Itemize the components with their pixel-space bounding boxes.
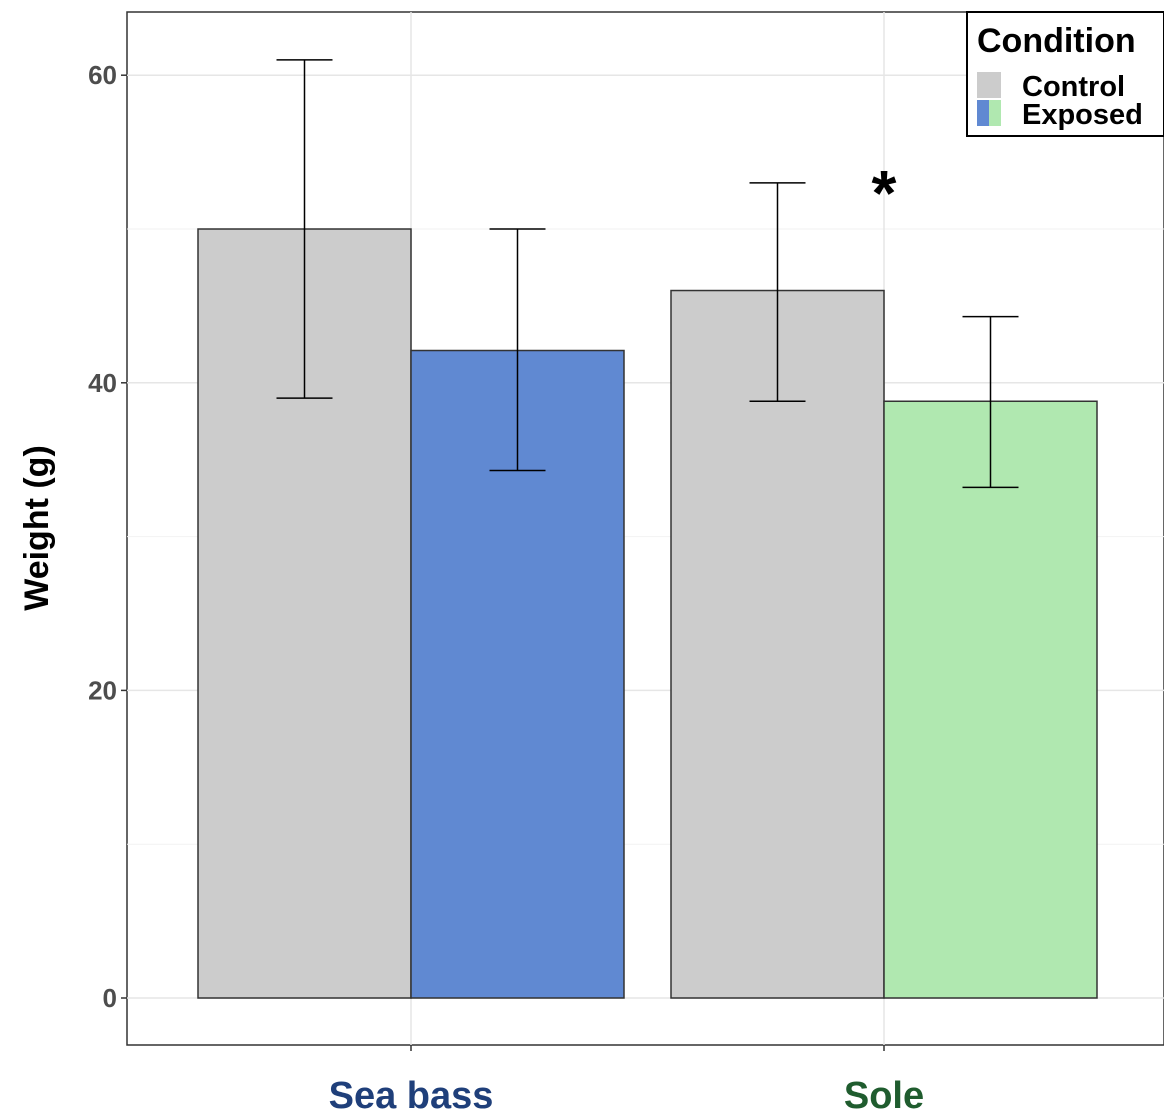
y-tick-label: 60 <box>88 60 117 90</box>
x-tick-label: Sole <box>844 1075 924 1117</box>
bar-sole-control <box>670 289 885 999</box>
legend-label-exposed: Exposed <box>1022 99 1143 131</box>
y-axis-title: Weight (g) <box>18 445 56 611</box>
error-bars-layer <box>276 59 1019 489</box>
y-tick-label: 0 <box>103 983 117 1013</box>
annotations-layer: * <box>872 157 897 229</box>
x-axis: Sea bass Sole <box>329 1045 924 1117</box>
legend-key-exposed-b <box>989 100 1001 126</box>
x-tick-label: Sea bass <box>329 1075 494 1117</box>
bar-sole-exposed <box>883 400 1098 999</box>
legend-key-control-b <box>989 72 1001 98</box>
y-tick-label: 20 <box>88 675 117 705</box>
y-tick-label: 40 <box>88 368 117 398</box>
legend-key-exposed-a <box>977 100 989 126</box>
y-axis: 0 20 40 60 <box>88 60 127 1013</box>
bars-layer <box>197 228 1098 999</box>
legend-title: Condition <box>977 22 1136 60</box>
significance-marker: * <box>872 157 897 229</box>
legend-label-control: Control <box>1022 71 1125 103</box>
legend-key-control-a <box>977 72 989 98</box>
